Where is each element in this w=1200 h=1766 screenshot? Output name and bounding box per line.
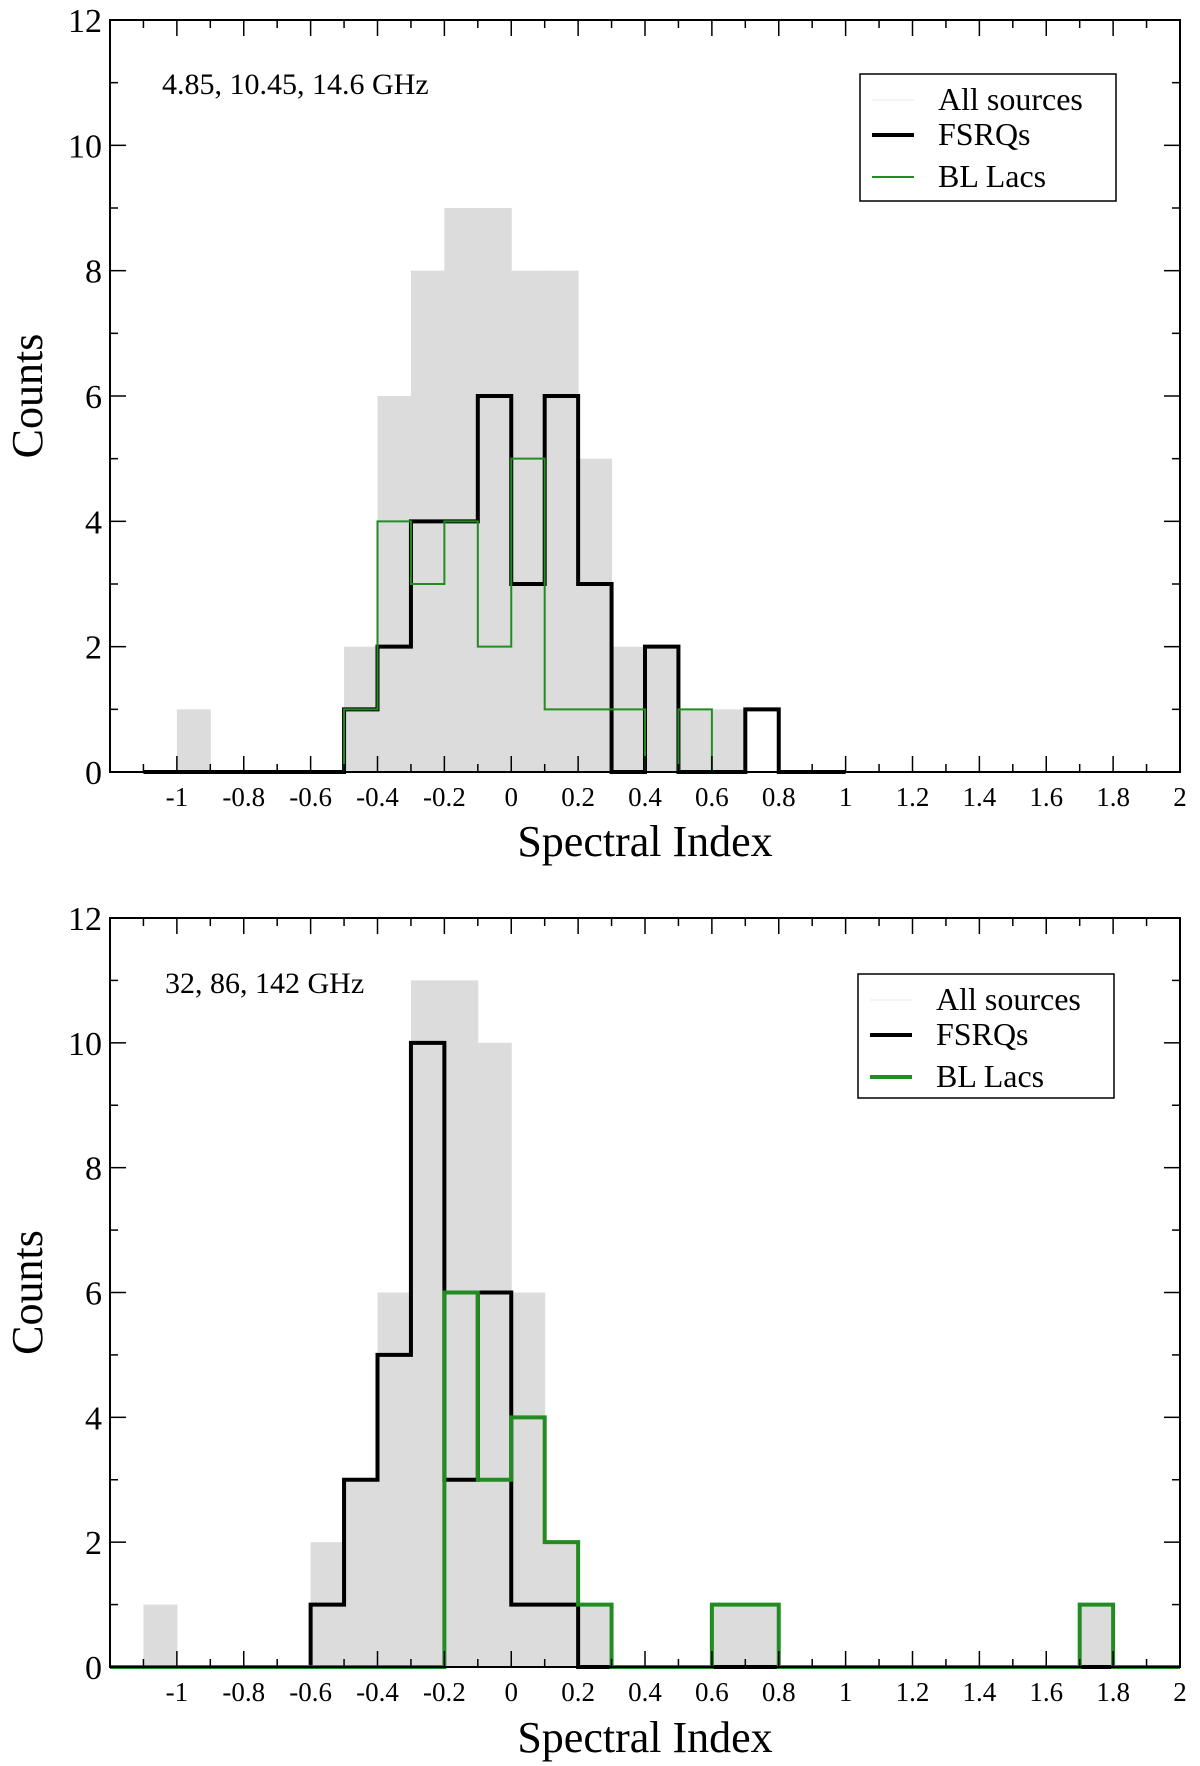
x-tick-label: 0.8 — [762, 782, 796, 812]
y-tick-label: 10 — [68, 128, 102, 165]
x-tick-label: 1.6 — [1029, 782, 1063, 812]
all-sources-bar — [578, 458, 613, 772]
legend-label-bl-lacs: BL Lacs — [938, 158, 1046, 194]
all-sources-bar — [645, 646, 679, 772]
x-tick-label: 0.4 — [628, 1677, 662, 1707]
all-sources-bar — [344, 1479, 378, 1667]
legend-box — [859, 73, 1117, 202]
all-sources-bar — [578, 1604, 613, 1667]
y-tick-label: 2 — [85, 1525, 102, 1562]
frequency-annotation: 32, 86, 142 GHz — [165, 967, 364, 1000]
y-tick-label: 2 — [85, 630, 102, 667]
x-tick-label: 0 — [505, 782, 519, 812]
all-sources-bar — [544, 270, 579, 772]
x-tick-label: 1.8 — [1096, 782, 1130, 812]
legend-label-fsrqs: FSRQs — [936, 1016, 1029, 1052]
y-tick-label: 12 — [68, 3, 102, 40]
x-tick-label: 1.2 — [896, 782, 930, 812]
y-tick-label: 10 — [68, 1026, 102, 1063]
x-tick-label: -0.4 — [356, 782, 399, 812]
all-sources-bar — [377, 396, 412, 772]
bl-lacs-step-line — [110, 1290, 1180, 1669]
y-tick-label: 8 — [85, 254, 102, 291]
all-sources-bar — [477, 1042, 512, 1667]
all-sources-bar — [143, 1604, 178, 1667]
all-sources-bar — [711, 1604, 746, 1667]
x-tick-label: 1 — [839, 1677, 853, 1707]
x-tick-label: 1.8 — [1096, 1677, 1130, 1707]
legend-label-fsrqs: FSRQs — [938, 116, 1031, 152]
x-tick-label: -0.2 — [423, 782, 466, 812]
y-tick-label: 4 — [85, 504, 102, 541]
x-tick-label: 0.6 — [695, 782, 729, 812]
legend-label-bl-lacs: BL Lacs — [936, 1058, 1044, 1094]
x-tick-label: 1.4 — [963, 1677, 997, 1707]
all-sources-bar — [444, 208, 479, 772]
all-sources-bar — [511, 1292, 546, 1667]
legend-label-all-sources: All sources — [936, 981, 1081, 1017]
x-tick-label: 0 — [505, 1677, 519, 1707]
y-tick-label: 0 — [85, 1650, 102, 1687]
all-sources-bar — [377, 1292, 412, 1667]
histogram-panel-top: -1 -0.8 -0.6 -0.4 -0.2 0 0.2 0.4 0.6 0.8 1 1.2 1.4 1.… — [3, 3, 1187, 866]
frequency-annotation: 4.85, 10.45, 14.6 GHz — [162, 68, 429, 101]
y-tick-label: 4 — [85, 1400, 102, 1437]
y-tick-label: 8 — [85, 1151, 102, 1188]
x-tick-label: 0.2 — [561, 1677, 595, 1707]
x-tick-label: -0.6 — [289, 1677, 332, 1707]
legend-label-all-sources: All sources — [938, 81, 1083, 117]
x-tick-label: -1 — [166, 1677, 189, 1707]
x-axis-title: Spectral Index — [517, 1713, 772, 1762]
all-sources-bar — [176, 709, 211, 772]
x-tick-label: -0.6 — [289, 782, 332, 812]
histogram-panel-bottom: -1 -0.8 -0.6 -0.4 -0.2 0 0.2 0.4 0.6 0.8 1 1.2 1.4 1.… — [3, 901, 1187, 1762]
x-tick-label: -0.2 — [423, 1677, 466, 1707]
y-tick-label: 6 — [85, 379, 102, 416]
x-axis-title: Spectral Index — [517, 817, 772, 866]
x-tick-label: 0.6 — [695, 1677, 729, 1707]
x-tick-label: -0.8 — [222, 1677, 265, 1707]
x-tick-label: -0.4 — [356, 1677, 399, 1707]
y-tick-label: 12 — [68, 901, 102, 938]
x-tick-label: 1.4 — [963, 782, 997, 812]
all-sources-bar — [745, 1604, 780, 1667]
all-sources-bar — [410, 980, 445, 1667]
all-sources-bar — [477, 208, 512, 772]
y-tick-label: 6 — [85, 1276, 102, 1313]
x-tick-label: -0.8 — [222, 782, 265, 812]
all-sources-bar — [511, 270, 546, 772]
y-axis-title: Counts — [3, 334, 52, 459]
x-tick-label: 2 — [1173, 782, 1187, 812]
x-tick-label: 0.4 — [628, 782, 662, 812]
y-axis-title: Counts — [3, 1230, 52, 1355]
x-tick-label: 1 — [839, 782, 853, 812]
all-sources-bar — [1079, 1604, 1114, 1667]
x-tick-label: -1 — [166, 782, 189, 812]
fsrqs-step-line — [110, 1040, 1180, 1669]
x-tick-label: 1.2 — [896, 1677, 930, 1707]
all-sources-bar — [444, 980, 479, 1667]
x-tick-label: 0.2 — [561, 782, 595, 812]
all-sources-bar — [678, 709, 713, 772]
all-sources-bar — [711, 709, 746, 772]
y-tick-label: 0 — [85, 755, 102, 792]
x-tick-label: 1.6 — [1029, 1677, 1063, 1707]
x-tick-label: 0.8 — [762, 1677, 796, 1707]
x-tick-label: 2 — [1173, 1677, 1187, 1707]
